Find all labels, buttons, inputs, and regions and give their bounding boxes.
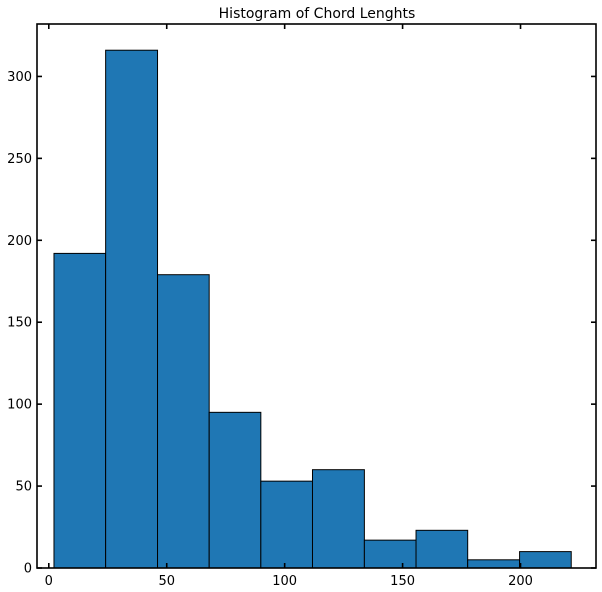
axis-tick-labels: 0 50 100 150 200 0 50 100 150 200 250 300: [7, 70, 533, 589]
y-tick-label: 50: [15, 480, 32, 495]
x-tick-label: 50: [158, 574, 175, 589]
histogram-bar: [363, 539, 417, 569]
histogram-bar: [467, 559, 521, 569]
histogram-bar: [519, 551, 572, 569]
histogram-bar: [53, 252, 107, 569]
y-tick-label: 300: [7, 70, 32, 85]
y-tick-label: 100: [7, 398, 32, 413]
y-tick-label: 0: [24, 562, 32, 577]
x-tick-label: 0: [45, 574, 53, 589]
plot-frame: [36, 23, 597, 569]
histogram-bar: [415, 529, 469, 569]
histogram-bar: [260, 480, 313, 569]
chart-title: Histogram of Chord Lenghts: [219, 6, 416, 22]
x-tick-label: 200: [508, 574, 533, 589]
histogram-bar: [311, 469, 365, 569]
histogram-bar: [157, 274, 210, 569]
x-tick-label: 150: [390, 574, 415, 589]
y-tick-label: 150: [7, 316, 32, 331]
x-tick-label: 100: [272, 574, 297, 589]
histogram-bars: [53, 49, 572, 569]
histogram-bar: [208, 411, 262, 569]
y-tick-label: 200: [7, 234, 32, 249]
y-tick-label: 250: [7, 152, 32, 167]
histogram-bar: [105, 49, 159, 569]
